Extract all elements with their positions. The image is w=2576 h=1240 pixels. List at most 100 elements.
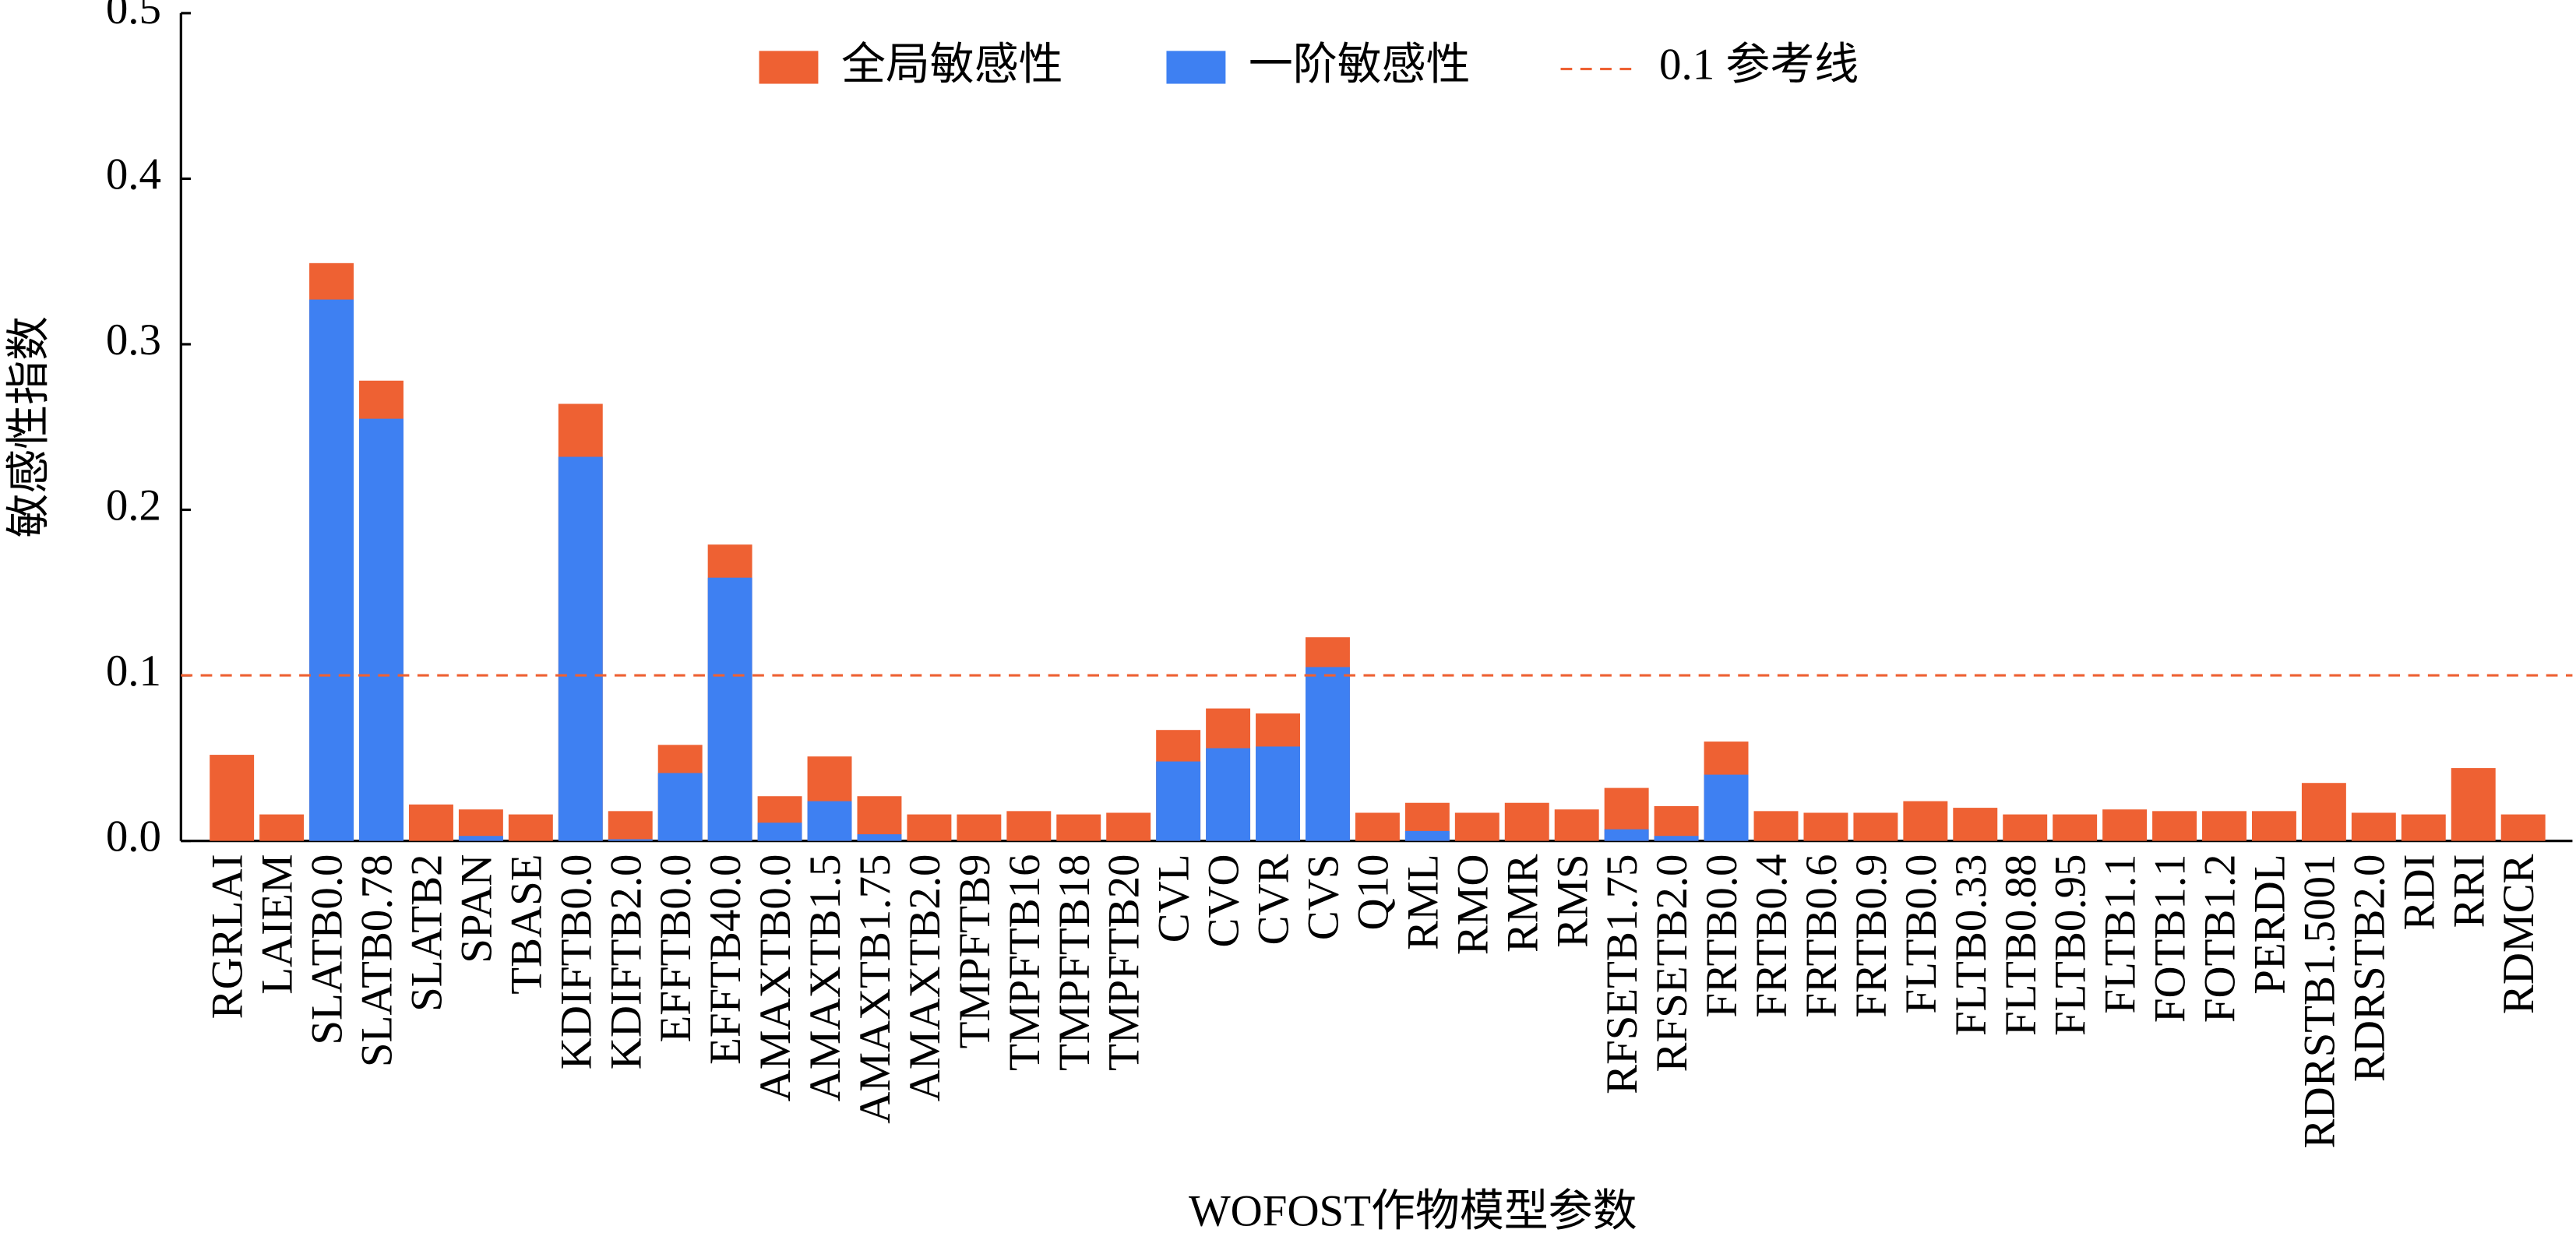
bar xyxy=(1106,812,1151,841)
x-tick-label: FRTB0.9 xyxy=(1847,854,1896,1017)
x-tick-label: RFSETB2.0 xyxy=(1647,854,1697,1072)
bar xyxy=(1454,812,1499,841)
x-tick-label: RMR xyxy=(1498,854,1547,953)
bar xyxy=(857,834,902,841)
bar xyxy=(608,839,653,841)
x-tick-label: TBASE xyxy=(502,854,551,994)
x-tick-label: FOTB1.1 xyxy=(2146,854,2195,1023)
x-tick-label: RDRSTB2.0 xyxy=(2345,854,2394,1082)
bar xyxy=(907,814,952,841)
x-tick-label: FRTB0.0 xyxy=(1697,854,1746,1017)
legend-swatch xyxy=(1166,51,1226,84)
bar xyxy=(2102,809,2148,841)
x-tick-label: FRTB0.4 xyxy=(1747,854,1796,1017)
bar xyxy=(1604,829,1649,841)
x-tick-label: FLTB0.95 xyxy=(2046,854,2095,1036)
x-tick-label: PERDL xyxy=(2246,854,2295,994)
y-tick-label: 0.4 xyxy=(106,150,161,199)
bar xyxy=(1206,748,1251,841)
y-tick-label: 0.2 xyxy=(106,481,161,530)
legend-swatch xyxy=(759,51,819,84)
bar xyxy=(1704,774,1749,841)
y-axis-label: 敏感性指数 xyxy=(5,316,54,538)
x-tick-label: RMO xyxy=(1448,854,1497,955)
x-tick-label: RDMCR xyxy=(2494,854,2543,1014)
bar xyxy=(210,755,255,841)
bar xyxy=(2053,814,2098,841)
bar xyxy=(2301,783,2346,841)
x-tick-label: RGRLAI xyxy=(203,854,252,1019)
legend-label: 0.1 参考线 xyxy=(1659,41,1859,90)
x-tick-label: LAIEM xyxy=(253,854,302,994)
x-tick-label: FRTB0.6 xyxy=(1797,854,1846,1017)
bar xyxy=(1504,802,1549,841)
legend-label: 全局敏感性 xyxy=(841,41,1063,90)
x-tick-label: CVO xyxy=(1200,854,1249,947)
bar xyxy=(2202,811,2247,841)
x-tick-label: FLTB0.88 xyxy=(1996,854,2046,1036)
bar xyxy=(2003,814,2048,841)
x-tick-label: RFSETB1.75 xyxy=(1598,854,1647,1094)
x-tick-label: FLTB0.0 xyxy=(1897,854,1946,1013)
x-tick-label: Q10 xyxy=(1348,854,1397,930)
bar xyxy=(2500,814,2546,841)
x-tick-label: AMAXTB2.0 xyxy=(900,854,950,1101)
x-tick-label: RDI xyxy=(2395,854,2444,930)
bar xyxy=(1355,812,1400,841)
x-tick-label: RML xyxy=(1398,854,1447,949)
bar xyxy=(309,299,354,841)
x-tick-label: CVL xyxy=(1150,854,1199,942)
bar xyxy=(2401,814,2446,841)
x-tick-label: EFFTB40.0 xyxy=(701,854,750,1064)
x-tick-label: RMS xyxy=(1548,854,1597,947)
bar xyxy=(1853,812,1898,841)
x-tick-label: TMPFTB9 xyxy=(950,854,999,1048)
x-tick-label: SLATB2 xyxy=(403,854,452,1011)
x-axis-label: WOFOST作物模型参数 xyxy=(1189,1186,1637,1235)
x-tick-label: SPAN xyxy=(452,854,501,963)
bar xyxy=(1306,667,1350,841)
bar xyxy=(2351,812,2396,841)
x-tick-label: SLATB0.78 xyxy=(353,854,402,1067)
bar xyxy=(1654,836,1699,841)
bar xyxy=(359,418,403,841)
bar xyxy=(657,773,703,841)
y-tick-label: 0.3 xyxy=(106,315,161,365)
x-tick-label: AMAXTB1.5 xyxy=(801,854,850,1101)
bar xyxy=(2251,811,2296,841)
bar xyxy=(957,814,1002,841)
x-tick-label: RRI xyxy=(2444,854,2493,928)
bar xyxy=(1953,808,1998,841)
bar xyxy=(707,577,752,841)
bar xyxy=(2152,811,2197,841)
bar xyxy=(508,814,553,841)
bar xyxy=(1554,809,1599,841)
bar xyxy=(1006,811,1052,841)
x-tick-label: FLTB0.33 xyxy=(1947,854,1996,1036)
x-tick-label: CVS xyxy=(1299,854,1348,940)
x-tick-label: TMPFTB20 xyxy=(1100,854,1149,1070)
bar xyxy=(757,823,802,841)
bar xyxy=(807,801,852,841)
bar xyxy=(1654,805,1699,841)
bar xyxy=(458,836,503,841)
x-tick-label: KDIFTB2.0 xyxy=(601,854,650,1069)
bar xyxy=(1903,801,1948,841)
bar xyxy=(408,804,453,841)
x-tick-label: FOTB1.2 xyxy=(2196,854,2245,1023)
y-tick-label: 0.1 xyxy=(106,646,161,696)
bar xyxy=(1753,811,1799,841)
bar xyxy=(1803,812,1848,841)
bar xyxy=(558,456,603,841)
x-tick-label: TMPFTB18 xyxy=(1050,854,1099,1070)
x-tick-label: TMPFTB16 xyxy=(1000,854,1049,1070)
x-tick-label: RDRSTB1.5001 xyxy=(2295,854,2344,1148)
bar xyxy=(259,814,305,841)
x-tick-label: EFFTB0.0 xyxy=(651,854,700,1042)
x-tick-label: CVR xyxy=(1249,854,1299,945)
y-tick-label: 0.0 xyxy=(106,812,161,861)
x-tick-label: KDIFTB0.0 xyxy=(551,854,601,1069)
bar xyxy=(2451,768,2496,841)
bar xyxy=(608,811,653,841)
